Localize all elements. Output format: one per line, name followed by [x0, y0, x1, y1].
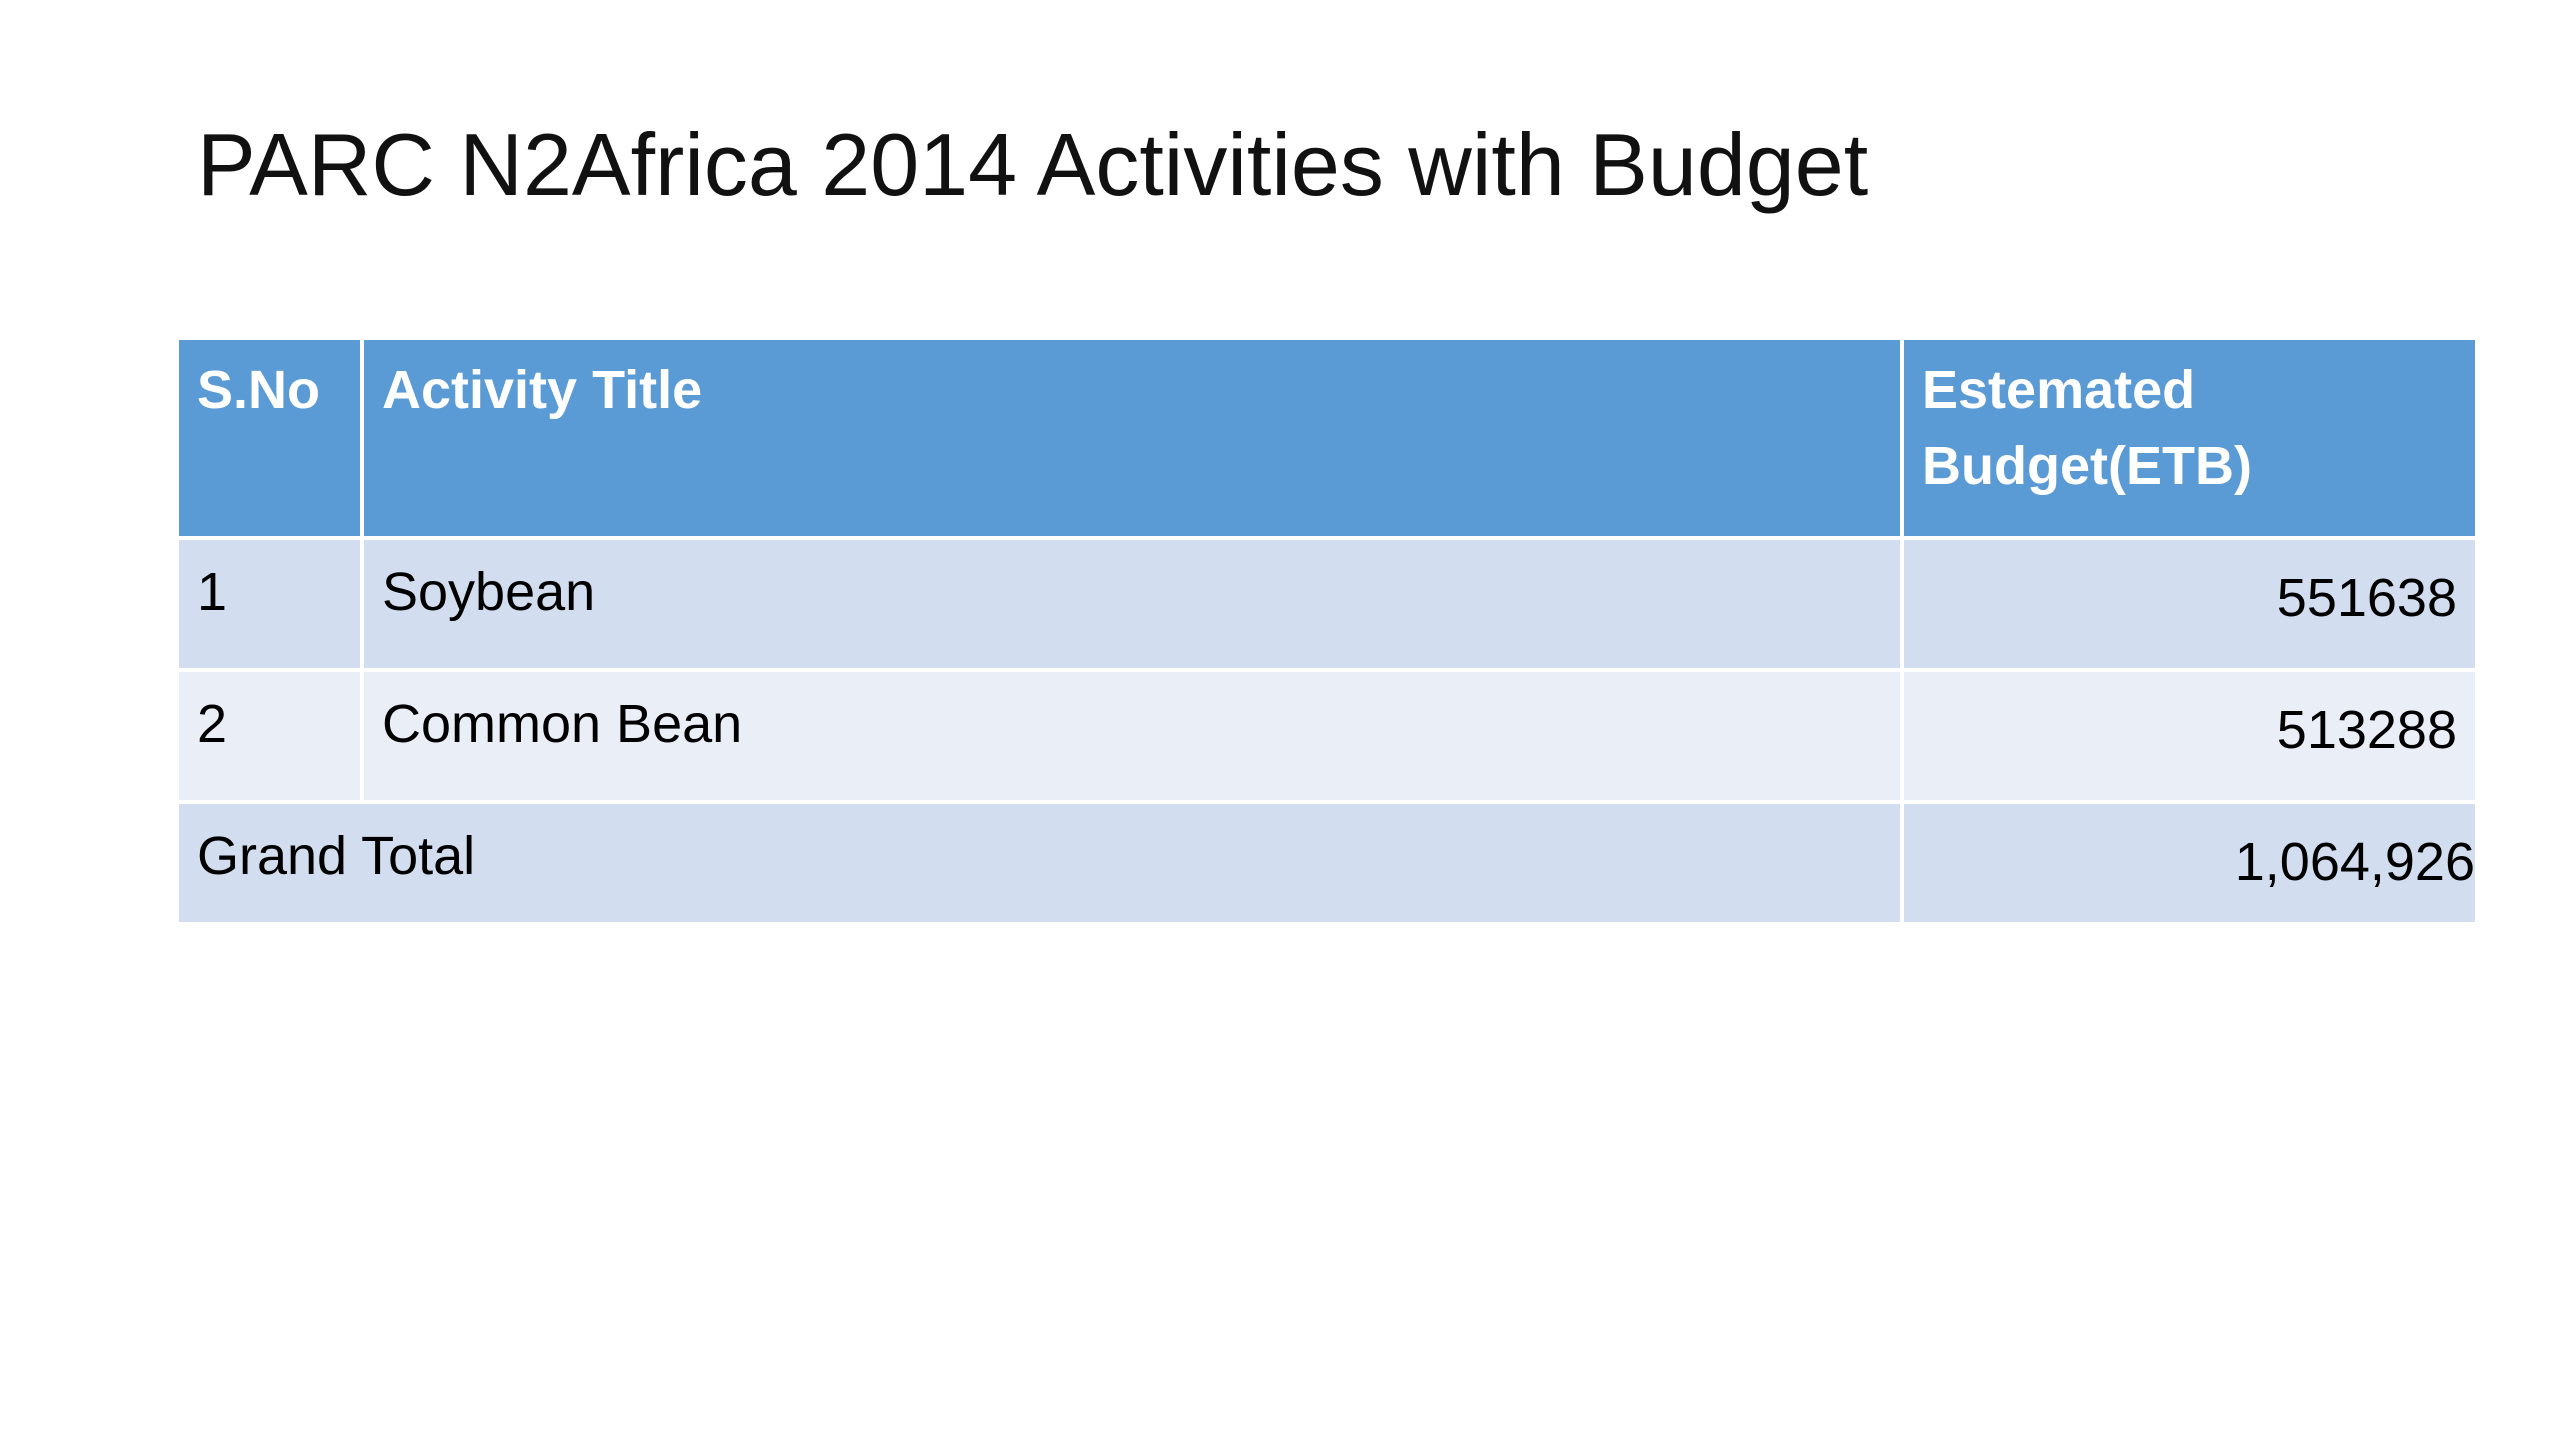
cell-sno: 1 [175, 536, 364, 672]
cell-sno: 2 [175, 668, 364, 804]
header-activity-title: Activity Title [360, 336, 1904, 540]
table-header-row: S.No Activity Title Estemated Budget(ETB… [175, 336, 2479, 540]
header-estimated-budget: Estemated Budget(ETB) [1900, 336, 2479, 540]
cell-budget: 551638 [1900, 536, 2479, 672]
table-row: 2 Common Bean 513288 [175, 668, 2479, 804]
header-sno: S.No [175, 336, 364, 540]
cell-budget: 513288 [1900, 668, 2479, 804]
grand-total-value: 1,064,926 [1900, 800, 2479, 926]
budget-table: S.No Activity Title Estemated Budget(ETB… [175, 336, 2479, 926]
table-row: 1 Soybean 551638 [175, 536, 2479, 672]
slide-title: PARC N2Africa 2014 Activities with Budge… [197, 115, 1869, 214]
grand-total-label: Grand Total [175, 800, 1904, 926]
grand-total-row: Grand Total 1,064,926 [175, 800, 2479, 926]
cell-activity-title: Common Bean [360, 668, 1904, 804]
cell-activity-title: Soybean [360, 536, 1904, 672]
